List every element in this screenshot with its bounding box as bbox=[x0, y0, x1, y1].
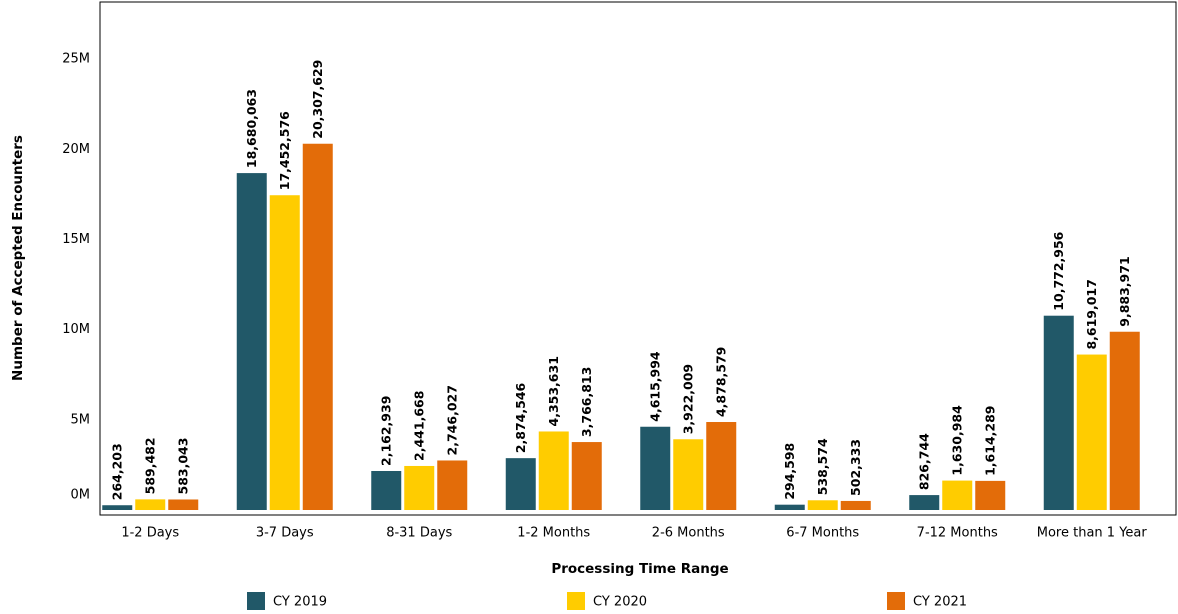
bar bbox=[673, 439, 704, 510]
bar bbox=[168, 499, 199, 510]
value-label: 3,766,813 bbox=[579, 367, 594, 437]
bar bbox=[909, 495, 940, 510]
value-label: 18,680,063 bbox=[244, 89, 259, 168]
legend-swatch bbox=[567, 592, 585, 610]
bar bbox=[1043, 315, 1074, 510]
bar bbox=[505, 458, 536, 510]
bar bbox=[1076, 354, 1107, 510]
legend-label: CY 2021 bbox=[913, 595, 967, 610]
y-tick-label: 15M bbox=[62, 232, 90, 247]
value-label: 538,574 bbox=[815, 438, 830, 495]
bar bbox=[538, 431, 569, 510]
bar bbox=[371, 470, 402, 510]
value-label: 264,203 bbox=[110, 443, 125, 500]
value-label: 2,746,027 bbox=[445, 385, 460, 455]
value-label: 2,162,939 bbox=[379, 396, 394, 466]
bar bbox=[840, 500, 871, 510]
y-tick-label: 20M bbox=[62, 142, 90, 157]
x-tick-label: 1-2 Months bbox=[517, 526, 590, 541]
y-tick-label: 0M bbox=[71, 488, 91, 503]
y-tick-label: 25M bbox=[62, 52, 90, 67]
legend-swatch bbox=[247, 592, 265, 610]
bar bbox=[1109, 331, 1140, 510]
value-label: 589,482 bbox=[143, 437, 158, 494]
y-axis-title: Number of Accepted Encounters bbox=[10, 135, 26, 381]
value-label: 4,878,579 bbox=[714, 347, 729, 417]
bar bbox=[102, 505, 133, 510]
bar bbox=[640, 426, 671, 510]
value-label: 17,452,576 bbox=[277, 111, 292, 190]
bar bbox=[975, 480, 1006, 510]
value-label: 2,874,546 bbox=[513, 382, 528, 453]
x-tick-label: 7-12 Months bbox=[917, 526, 998, 541]
y-tick-label: 10M bbox=[62, 322, 90, 337]
bar bbox=[404, 465, 435, 510]
bar bbox=[571, 442, 602, 510]
bar bbox=[706, 422, 737, 510]
legend-label: CY 2020 bbox=[593, 595, 647, 610]
value-label: 8,619,017 bbox=[1084, 279, 1099, 349]
x-tick-label: 1-2 Days bbox=[121, 526, 179, 541]
value-label: 20,307,629 bbox=[310, 60, 325, 139]
bar bbox=[269, 195, 300, 510]
bar bbox=[807, 500, 838, 510]
bar bbox=[437, 460, 468, 510]
value-label: 10,772,956 bbox=[1051, 231, 1066, 310]
x-tick-label: More than 1 Year bbox=[1037, 526, 1148, 541]
value-label: 4,353,631 bbox=[546, 356, 561, 426]
value-label: 9,883,971 bbox=[1117, 256, 1132, 326]
x-tick-label: 3-7 Days bbox=[256, 526, 314, 541]
legend-label: CY 2019 bbox=[273, 595, 327, 610]
bar bbox=[236, 173, 267, 510]
x-tick-label: 8-31 Days bbox=[386, 526, 452, 541]
x-axis-title: Processing Time Range bbox=[551, 561, 728, 577]
value-label: 583,043 bbox=[176, 438, 191, 495]
x-tick-label: 2-6 Months bbox=[652, 526, 725, 541]
y-tick-label: 5M bbox=[71, 412, 91, 427]
value-label: 3,922,009 bbox=[681, 364, 696, 434]
x-tick-label: 6-7 Months bbox=[786, 526, 859, 541]
plot-frame bbox=[99, 1, 1177, 516]
value-label: 502,333 bbox=[848, 439, 863, 496]
value-label: 294,598 bbox=[782, 443, 797, 500]
value-label: 4,615,994 bbox=[648, 351, 663, 422]
bar bbox=[942, 480, 973, 510]
bar bbox=[135, 499, 166, 510]
bar bbox=[774, 504, 805, 510]
bar bbox=[302, 143, 333, 510]
value-label: 1,614,289 bbox=[983, 405, 998, 475]
value-label: 1,630,984 bbox=[950, 405, 965, 476]
value-label: 826,744 bbox=[917, 433, 932, 490]
value-label: 2,441,668 bbox=[412, 391, 427, 461]
legend-swatch bbox=[887, 592, 905, 610]
